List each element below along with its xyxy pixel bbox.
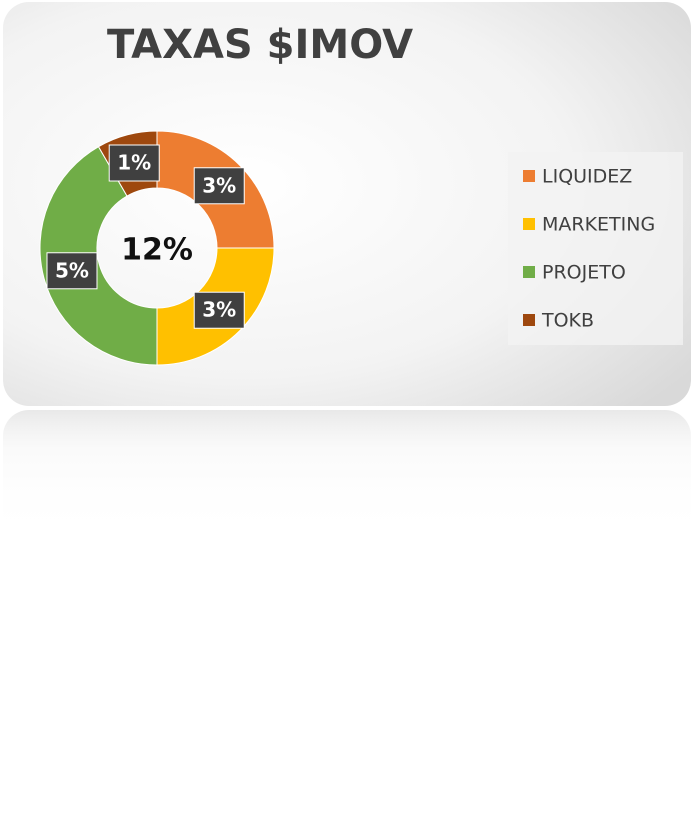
data-label-box: [108, 144, 160, 182]
legend-box: [508, 152, 683, 345]
data-label: 5%: [55, 258, 89, 282]
data-label-box: [193, 167, 245, 205]
chart-title: TAXAS $IMOV: [107, 22, 413, 68]
donut-slice: [39, 145, 158, 366]
legend-label: LIQUIDEZ: [542, 166, 632, 188]
legend-swatch: [523, 266, 535, 278]
data-label: 3%: [202, 298, 236, 322]
legend-swatch: [523, 218, 535, 230]
legend-label: PROJETO: [542, 262, 626, 284]
center-label: 12%: [121, 233, 193, 268]
legend-swatch: [523, 314, 535, 326]
data-label-box: [46, 252, 98, 290]
reflection: [3, 410, 691, 540]
data-label: 3%: [202, 173, 236, 197]
data-label-box: [193, 291, 245, 329]
legend-label: MARKETING: [542, 214, 655, 236]
legend-swatch: [523, 170, 535, 182]
legend-label: TOKB: [541, 310, 594, 332]
data-label: 1%: [117, 150, 151, 174]
